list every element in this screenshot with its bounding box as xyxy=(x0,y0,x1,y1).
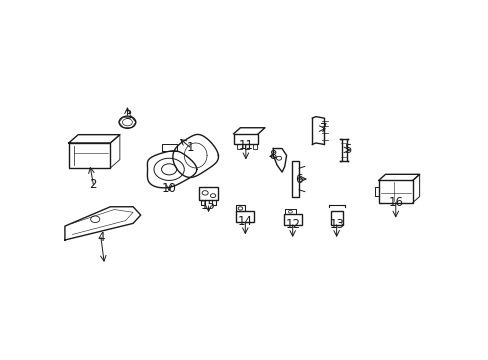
Text: 15: 15 xyxy=(201,199,216,212)
Text: 14: 14 xyxy=(237,216,252,229)
Text: 12: 12 xyxy=(285,218,300,231)
Text: 4: 4 xyxy=(97,231,104,244)
Text: 11: 11 xyxy=(238,139,253,152)
Text: 7: 7 xyxy=(319,122,327,135)
Text: 1: 1 xyxy=(186,141,193,154)
Text: 2: 2 xyxy=(89,178,97,191)
Text: 10: 10 xyxy=(162,182,176,195)
Bar xyxy=(283,214,301,225)
Text: 13: 13 xyxy=(328,218,344,231)
Bar xyxy=(330,211,342,225)
Bar xyxy=(285,209,295,214)
Bar xyxy=(244,144,249,149)
Bar xyxy=(378,180,412,203)
Bar xyxy=(199,186,217,200)
Text: 16: 16 xyxy=(387,196,403,209)
Bar xyxy=(291,161,299,197)
Polygon shape xyxy=(273,149,286,172)
Bar xyxy=(68,143,110,168)
Text: 8: 8 xyxy=(269,149,277,162)
Bar xyxy=(252,144,257,149)
Bar xyxy=(233,134,258,144)
Bar xyxy=(237,144,242,149)
Text: 5: 5 xyxy=(344,143,351,157)
Text: 6: 6 xyxy=(295,172,302,185)
Text: 3: 3 xyxy=(123,109,131,122)
Bar xyxy=(236,211,254,222)
